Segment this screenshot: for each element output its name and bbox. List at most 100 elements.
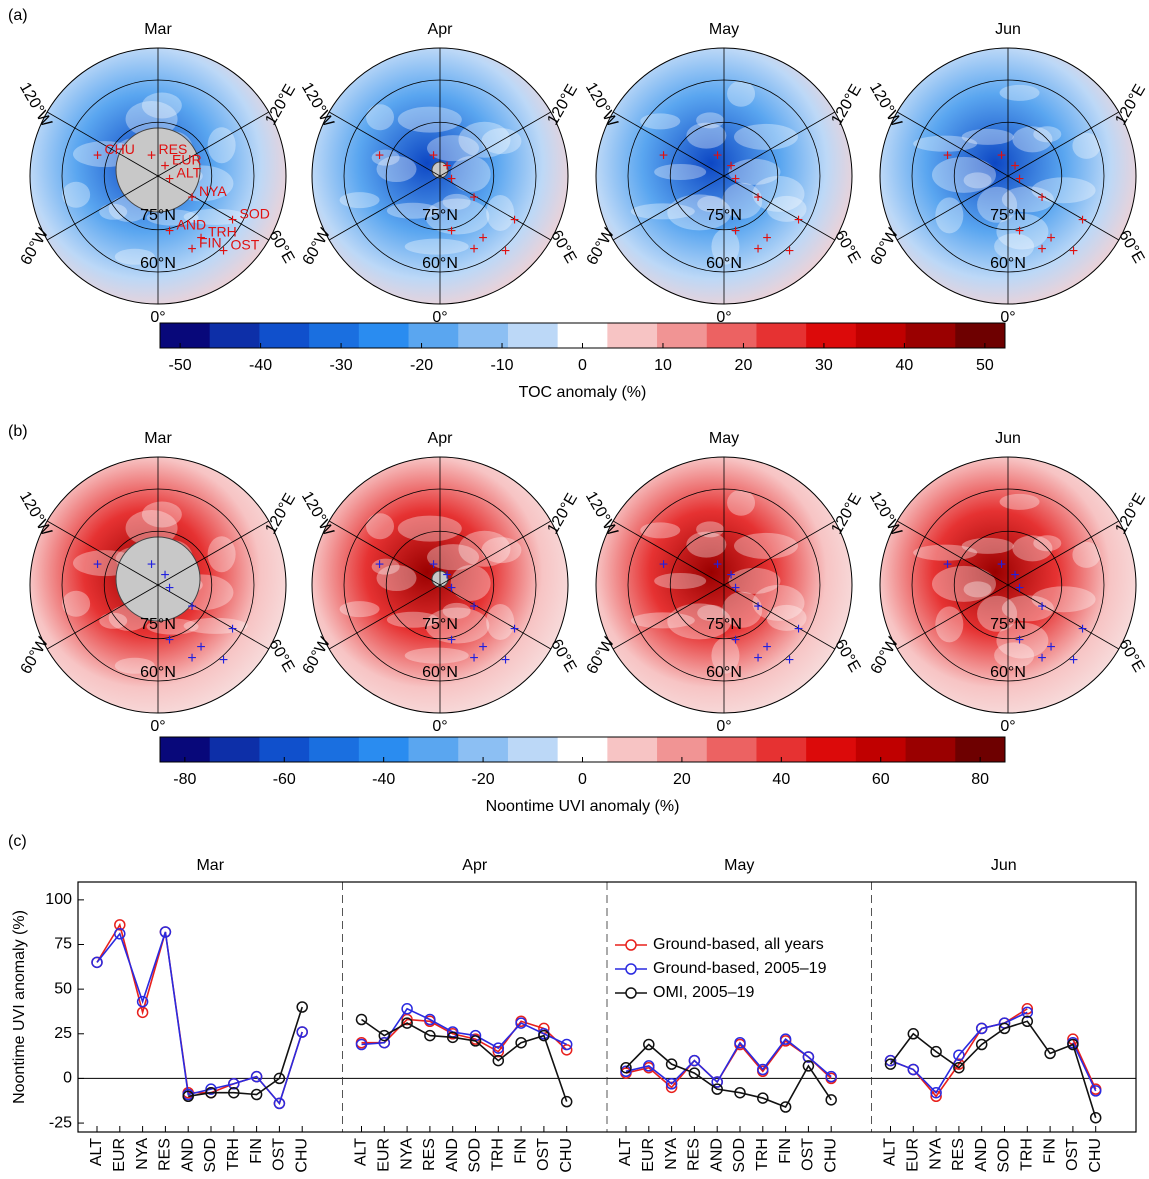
map-month: Apr	[428, 21, 454, 38]
station-marker: +	[469, 190, 478, 207]
x-tick-label: SOD	[202, 1138, 219, 1173]
station-marker: +	[447, 171, 456, 188]
y-tick-label: 100	[45, 891, 72, 908]
meridian	[46, 111, 270, 241]
colorbar-bin	[955, 323, 1006, 348]
x-tick-label: OST	[271, 1138, 288, 1171]
data-point	[779, 1101, 792, 1113]
map-patch	[667, 194, 732, 231]
lon-label: 0°	[716, 309, 731, 326]
station-marker: +	[160, 158, 169, 175]
map-patch	[999, 493, 1040, 510]
x-tick-label: OST	[1064, 1138, 1081, 1171]
map-patch	[1001, 595, 1054, 622]
station-marker: +	[228, 621, 237, 638]
station-marker: +	[501, 243, 510, 260]
series-line	[890, 1011, 1097, 1095]
data-point	[1089, 1111, 1102, 1124]
data-point	[424, 1029, 436, 1042]
data-point	[492, 1054, 505, 1067]
station-marker: +	[469, 241, 478, 258]
x-tick-label: EUR	[111, 1138, 128, 1172]
data-point	[757, 1063, 769, 1076]
data-point	[884, 1058, 897, 1070]
data-point	[975, 1038, 988, 1051]
data-point	[665, 1081, 678, 1094]
series-line	[625, 1043, 832, 1109]
data-point	[825, 1094, 837, 1106]
series-line	[890, 1008, 1097, 1098]
meridian	[46, 520, 270, 650]
data-point	[560, 1038, 573, 1051]
station-marker: +	[997, 556, 1006, 573]
data-point	[228, 1086, 240, 1099]
map-patch	[728, 567, 781, 594]
lon-label: 120°W	[16, 80, 55, 131]
panel-title: Jun	[991, 857, 1017, 874]
y-tick-label: 25	[54, 1025, 72, 1042]
station-marker: +	[785, 652, 794, 669]
station-marker: +	[753, 650, 762, 667]
map-patch	[366, 513, 395, 540]
station-marker: +	[447, 223, 456, 240]
lon-label: 0°	[432, 309, 447, 326]
data-point	[643, 1038, 655, 1051]
data-point	[273, 1097, 286, 1110]
lon-label: 120°E	[262, 491, 299, 537]
station-marker: +	[753, 190, 762, 207]
data-point	[1021, 1003, 1034, 1015]
lon-label: 0°	[150, 309, 165, 326]
map-patch	[766, 604, 807, 631]
map-patch	[999, 84, 1040, 101]
colorbar-tick-label: -20	[472, 771, 495, 788]
data-point	[378, 1029, 391, 1042]
map-patch	[654, 163, 707, 180]
map-patch	[141, 92, 182, 119]
colorbar-bin	[309, 323, 360, 348]
map-patch	[931, 156, 996, 193]
lon-label: 120°W	[298, 489, 337, 540]
x-tick-label: FIN	[248, 1138, 265, 1164]
colorbar-bin	[507, 323, 559, 348]
lon-label: 120°W	[582, 489, 621, 540]
data-point	[205, 1086, 217, 1099]
data-point	[711, 1083, 723, 1095]
data-point	[205, 1083, 217, 1095]
data-point	[401, 1017, 413, 1029]
map-patch	[397, 106, 462, 133]
map-patch	[752, 584, 805, 621]
map-patch	[722, 182, 763, 219]
map-patch	[371, 558, 400, 575]
station-marker: +	[165, 580, 174, 597]
colorbar-bin	[905, 323, 956, 348]
map-patch	[733, 532, 798, 559]
map-patch	[371, 149, 400, 166]
colorbar-bin	[259, 323, 310, 348]
data-point	[355, 1038, 368, 1051]
x-tick-label: RES	[686, 1138, 703, 1171]
panel-label: (c)	[8, 833, 27, 850]
station-marker: +	[510, 621, 519, 638]
colorbar-tick-label: 50	[976, 357, 994, 374]
station-marker: +	[429, 556, 438, 573]
panel-title: May	[724, 857, 754, 874]
data-point	[688, 1067, 701, 1079]
station-marker: +	[469, 599, 478, 616]
series-line	[625, 1038, 832, 1085]
station-marker: +	[943, 147, 952, 164]
data-point	[620, 1061, 632, 1074]
map-patch	[366, 104, 395, 131]
lon-label: 0°	[1000, 718, 1015, 735]
station-marker: +	[165, 223, 174, 240]
lat-label: 60°N	[140, 664, 176, 681]
x-tick-label: RES	[157, 1138, 174, 1171]
x-tick-label: TRH	[1019, 1138, 1036, 1171]
map-patch	[486, 603, 515, 640]
station-marker: +	[510, 212, 519, 229]
x-tick-label: AND	[708, 1138, 725, 1172]
station-marker: +	[147, 556, 156, 573]
data-point	[469, 1035, 482, 1047]
colorbar-tick-label: 0	[578, 357, 587, 374]
data-point	[802, 1060, 815, 1072]
station-marker: +	[713, 556, 722, 573]
